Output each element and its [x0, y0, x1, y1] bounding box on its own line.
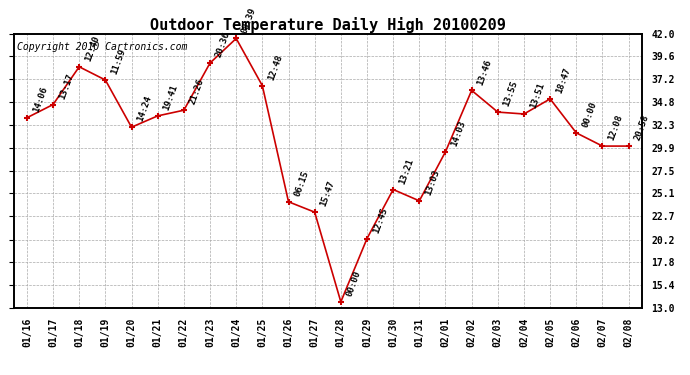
Text: 18:47: 18:47: [554, 66, 572, 95]
Text: 13:55: 13:55: [502, 80, 520, 108]
Text: 12:40: 12:40: [83, 34, 101, 63]
Text: 00:00: 00:00: [345, 269, 363, 298]
Text: 20:58: 20:58: [633, 114, 651, 142]
Text: 08:39: 08:39: [240, 6, 258, 34]
Text: 12:08: 12:08: [607, 114, 624, 142]
Text: 21:26: 21:26: [188, 78, 206, 106]
Text: Copyright 2010 Cartronics.com: Copyright 2010 Cartronics.com: [17, 42, 187, 52]
Text: 12:48: 12:48: [266, 53, 284, 81]
Title: Outdoor Temperature Daily High 20100209: Outdoor Temperature Daily High 20100209: [150, 16, 506, 33]
Text: 12:45: 12:45: [371, 206, 388, 234]
Text: 14:06: 14:06: [31, 85, 49, 114]
Text: 20:36: 20:36: [214, 30, 232, 59]
Text: 14:03: 14:03: [450, 119, 467, 148]
Text: 13:03: 13:03: [424, 168, 441, 196]
Text: 14:24: 14:24: [136, 95, 153, 123]
Text: 13:46: 13:46: [476, 58, 493, 86]
Text: 13:17: 13:17: [57, 72, 75, 100]
Text: 06:15: 06:15: [293, 169, 310, 198]
Text: 19:41: 19:41: [162, 83, 179, 112]
Text: 15:47: 15:47: [319, 180, 337, 208]
Text: 13:51: 13:51: [528, 81, 546, 110]
Text: 11:59: 11:59: [110, 48, 127, 76]
Text: 00:00: 00:00: [580, 100, 598, 129]
Text: 13:21: 13:21: [397, 157, 415, 185]
